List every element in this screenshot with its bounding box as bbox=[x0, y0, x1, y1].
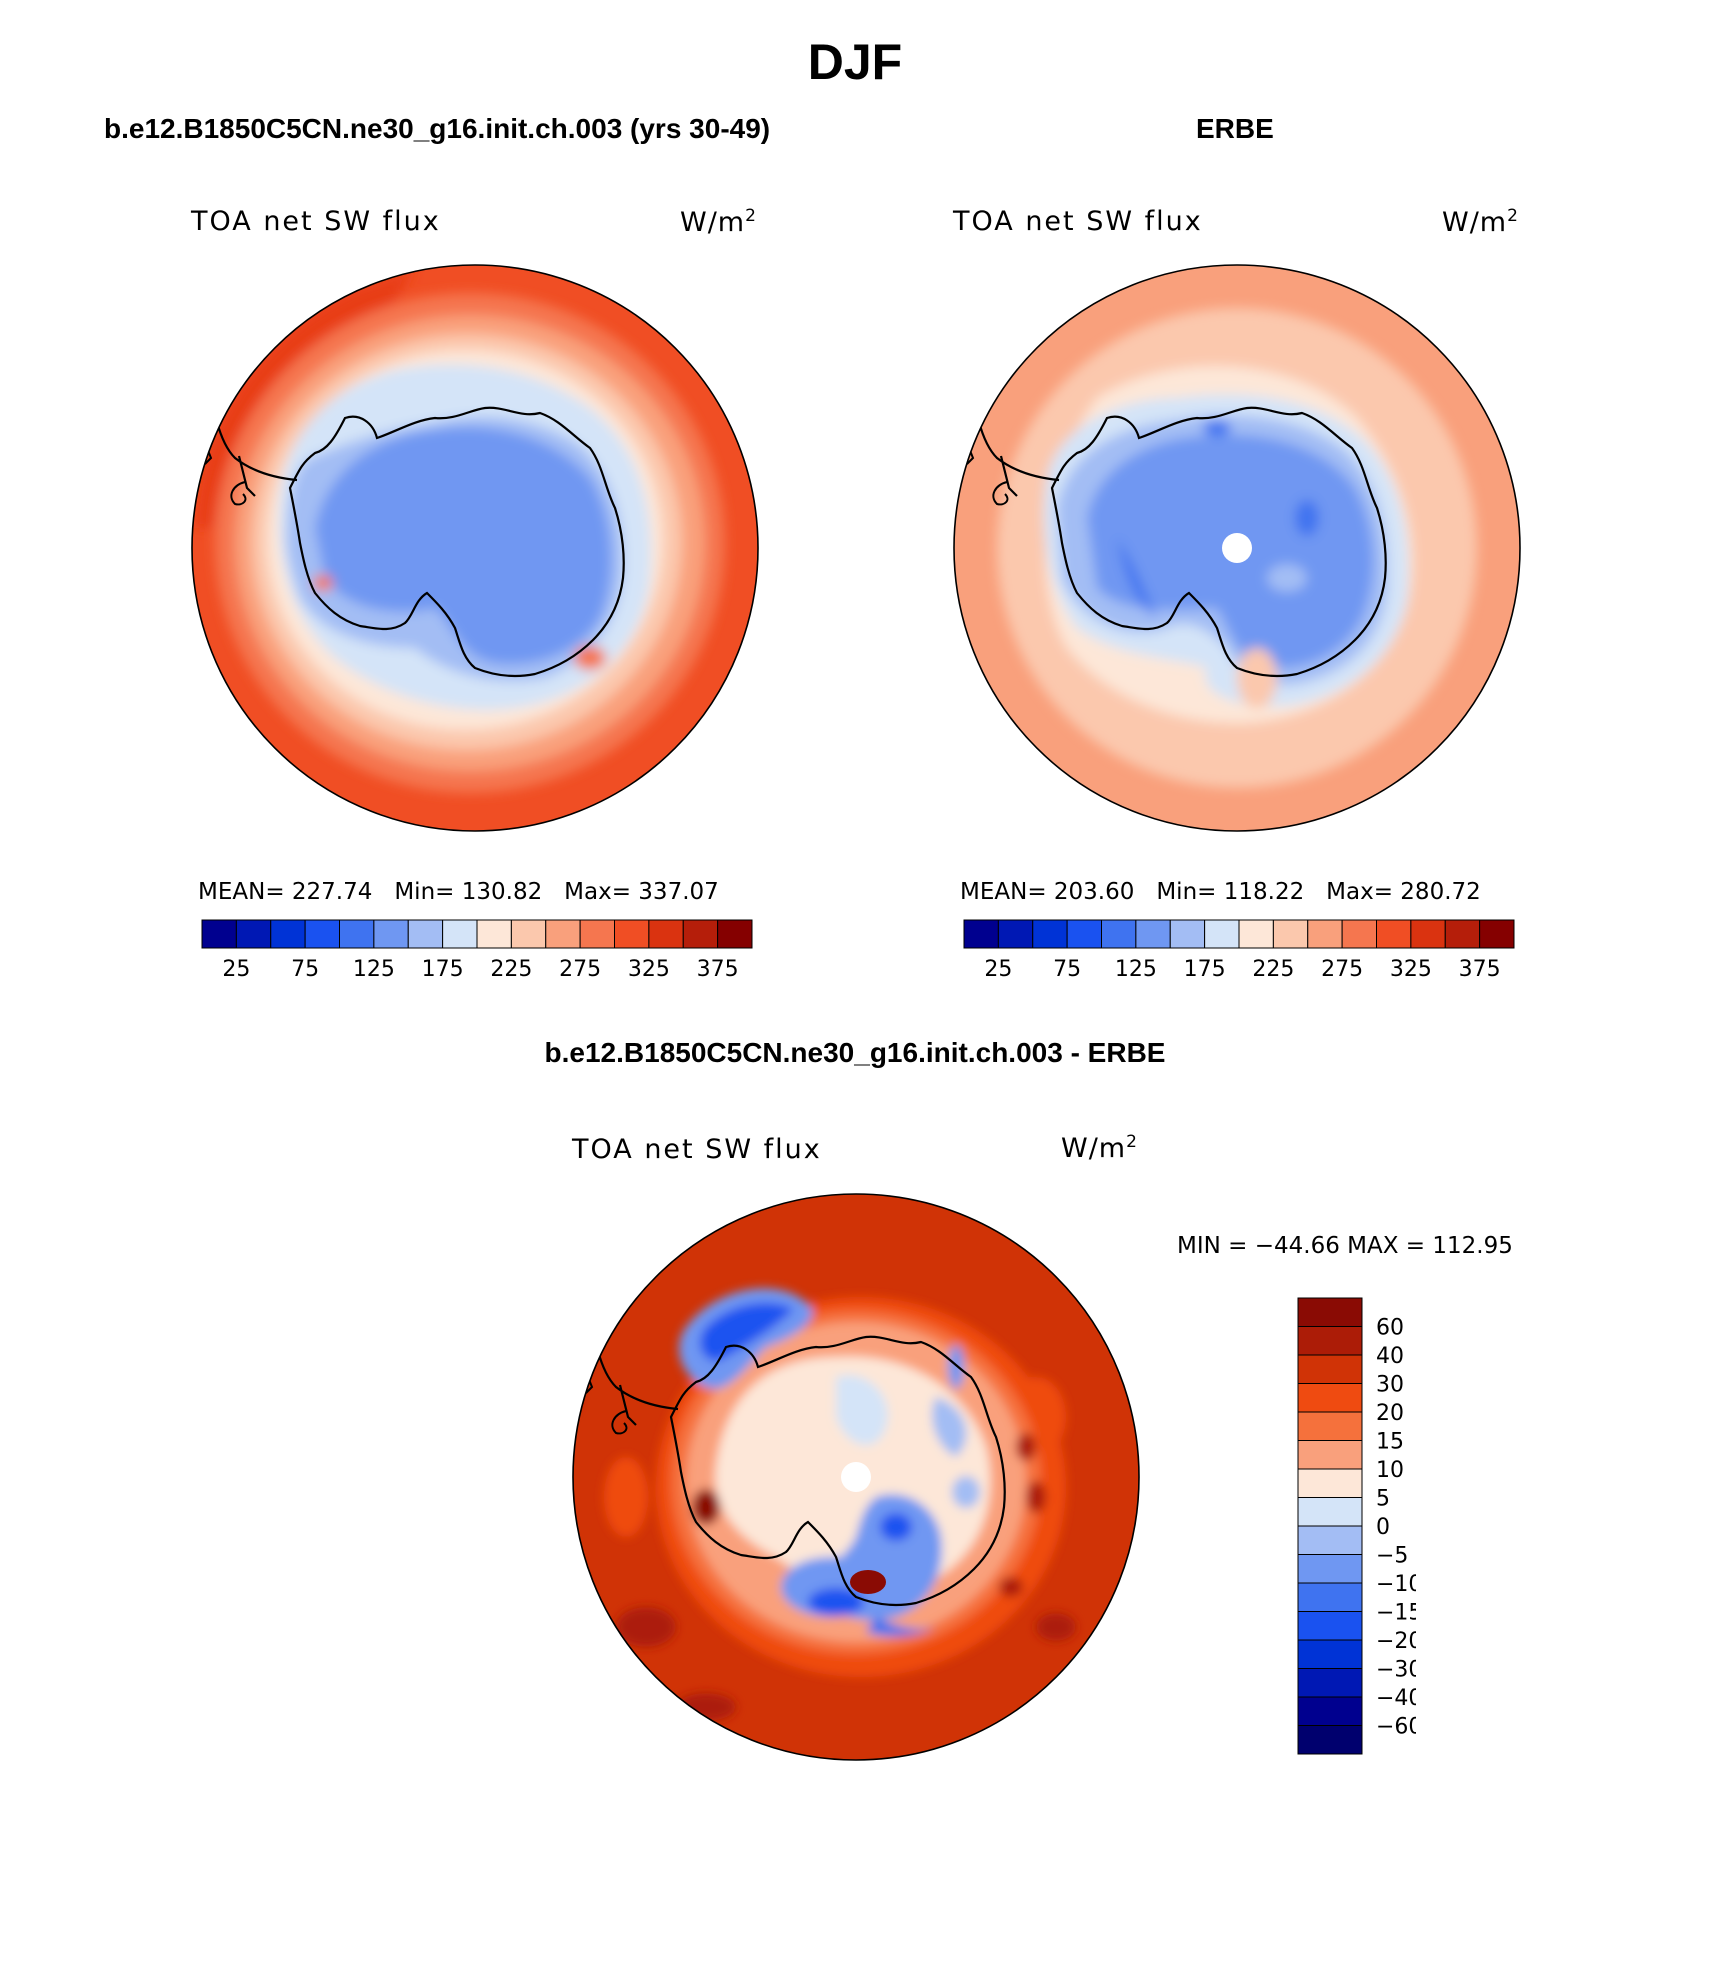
colorbar-swatch bbox=[476, 919, 512, 949]
colorbar-swatch bbox=[1297, 1468, 1363, 1498]
colorbar-swatch bbox=[1297, 1411, 1363, 1441]
colorbar-swatch bbox=[1307, 919, 1343, 949]
colorbar-swatch bbox=[304, 919, 340, 949]
colorbar-tick-label: 25 bbox=[222, 957, 250, 982]
colorbar-tick-label: −10 bbox=[1376, 1572, 1416, 1597]
colorbar-swatch bbox=[1297, 1440, 1363, 1470]
colorbar-swatch bbox=[1297, 1354, 1363, 1384]
model-colorbar: 25 75 125 175 225 275 325 375 bbox=[201, 919, 753, 982]
colorbar-swatch bbox=[963, 919, 999, 949]
colorbar-tick-label: 225 bbox=[1252, 957, 1294, 982]
diff-colorbar: 60 40 30 20 15 10 5 0 −5 −10 −15 −20 −30 −40 −60 bbox=[1297, 1297, 1416, 1755]
colorbar-swatch bbox=[682, 919, 719, 949]
colorbar-swatch bbox=[1297, 1611, 1363, 1641]
colorbar-tick-label: 175 bbox=[422, 957, 464, 982]
model-stats: MEAN= 227.74 Min= 130.82 Max= 337.07 bbox=[198, 879, 719, 905]
colorbar-tick-label: 30 bbox=[1376, 1373, 1404, 1398]
colorbar-tick-label: 40 bbox=[1376, 1344, 1404, 1369]
obs-variable-label: TOA net SW flux bbox=[953, 206, 1203, 237]
colorbar-tick-label: 75 bbox=[1053, 957, 1081, 982]
colorbar-swatch bbox=[270, 919, 306, 949]
diff-unit-label: W/m2 bbox=[1061, 1132, 1137, 1164]
colorbar-tick-label: 60 bbox=[1376, 1316, 1404, 1341]
colorbar-swatch bbox=[1238, 919, 1274, 949]
colorbar-tick-label: −30 bbox=[1376, 1658, 1416, 1683]
colorbar-tick-label: 75 bbox=[291, 957, 319, 982]
colorbar-swatch bbox=[1297, 1297, 1363, 1327]
colorbar-swatch bbox=[1297, 1696, 1363, 1726]
colorbar-swatch bbox=[1297, 1725, 1363, 1755]
colorbar-tick-label: 10 bbox=[1376, 1458, 1404, 1483]
colorbar-tick-label: 0 bbox=[1376, 1515, 1390, 1540]
colorbar-swatch bbox=[1169, 919, 1206, 949]
diff-polar-map bbox=[572, 1193, 1140, 1761]
model-variable-label: TOA net SW flux bbox=[191, 206, 441, 237]
colorbar-swatch bbox=[545, 919, 581, 949]
colorbar-swatch bbox=[1297, 1582, 1363, 1612]
diff-minmax-label: MIN = −44.66 MAX = 112.95 bbox=[1177, 1233, 1513, 1259]
colorbar-tick-label: 20 bbox=[1376, 1401, 1404, 1426]
colorbar-swatch bbox=[1066, 919, 1102, 949]
colorbar-tick-label: 375 bbox=[697, 957, 739, 982]
colorbar-tick-label: 15 bbox=[1376, 1430, 1404, 1455]
colorbar-swatch bbox=[201, 919, 237, 949]
obs-stats: MEAN= 203.60 Min= 118.22 Max= 280.72 bbox=[960, 879, 1481, 905]
colorbar-tick-label: −40 bbox=[1376, 1686, 1416, 1711]
colorbar-swatch bbox=[373, 919, 409, 949]
colorbar-tick-label: 375 bbox=[1459, 957, 1501, 982]
colorbar-swatch bbox=[997, 919, 1034, 949]
colorbar-swatch bbox=[1297, 1497, 1363, 1527]
colorbar-swatch bbox=[1297, 1525, 1363, 1555]
model-polar-map bbox=[191, 264, 759, 832]
obs-polar-map bbox=[953, 264, 1521, 832]
colorbar-swatch bbox=[614, 919, 650, 949]
colorbar-swatch bbox=[1444, 919, 1481, 949]
colorbar-swatch bbox=[510, 919, 547, 949]
colorbar-tick-label: 325 bbox=[1390, 957, 1432, 982]
colorbar-swatch bbox=[1376, 919, 1412, 949]
colorbar-tick-label: 275 bbox=[1321, 957, 1363, 982]
figure-title: DJF bbox=[807, 34, 903, 90]
model-unit-label: W/m2 bbox=[680, 206, 756, 238]
colorbar-swatch bbox=[1297, 1326, 1363, 1356]
colorbar-swatch bbox=[235, 919, 272, 949]
colorbar-swatch bbox=[1297, 1383, 1363, 1413]
obs-unit-label: W/m2 bbox=[1442, 206, 1518, 238]
diff-variable-label: TOA net SW flux bbox=[572, 1134, 822, 1165]
model-panel-title: b.e12.B1850C5CN.ne30_g16.init.ch.003 (yr… bbox=[104, 113, 771, 144]
colorbar-swatch bbox=[1272, 919, 1309, 949]
obs-colorbar: 25 75 125 175 225 275 325 375 bbox=[963, 919, 1515, 982]
colorbar-swatch bbox=[1297, 1554, 1363, 1584]
colorbar-swatch bbox=[1135, 919, 1171, 949]
colorbar-tick-label: −60 bbox=[1376, 1715, 1416, 1740]
colorbar-swatch bbox=[717, 919, 753, 949]
colorbar-swatch bbox=[1101, 919, 1137, 949]
colorbar-tick-label: 125 bbox=[353, 957, 395, 982]
colorbar-tick-label: 325 bbox=[628, 957, 670, 982]
colorbar-swatch bbox=[1410, 919, 1446, 949]
colorbar-tick-label: 175 bbox=[1184, 957, 1226, 982]
obs-panel-title: ERBE bbox=[1196, 113, 1274, 144]
colorbar-swatch bbox=[1479, 919, 1515, 949]
colorbar-tick-label: 225 bbox=[490, 957, 532, 982]
colorbar-swatch bbox=[579, 919, 615, 949]
colorbar-swatch bbox=[1032, 919, 1068, 949]
colorbar-swatch bbox=[1297, 1639, 1363, 1669]
colorbar-tick-label: 125 bbox=[1115, 957, 1157, 982]
colorbar-swatch bbox=[339, 919, 375, 949]
colorbar-tick-label: −15 bbox=[1376, 1601, 1416, 1626]
colorbar-swatch bbox=[1297, 1668, 1363, 1698]
colorbar-tick-label: 5 bbox=[1376, 1487, 1390, 1512]
diff-panel-title: b.e12.B1850C5CN.ne30_g16.init.ch.003 - E… bbox=[544, 1037, 1166, 1068]
colorbar-swatch bbox=[1341, 919, 1377, 949]
colorbar-tick-label: −5 bbox=[1376, 1544, 1408, 1569]
colorbar-swatch bbox=[407, 919, 444, 949]
colorbar-swatch bbox=[442, 919, 478, 949]
colorbar-tick-label: 275 bbox=[559, 957, 601, 982]
colorbar-swatch bbox=[648, 919, 684, 949]
colorbar-tick-label: 25 bbox=[984, 957, 1012, 982]
colorbar-swatch bbox=[1204, 919, 1240, 949]
colorbar-tick-label: −20 bbox=[1376, 1629, 1416, 1654]
